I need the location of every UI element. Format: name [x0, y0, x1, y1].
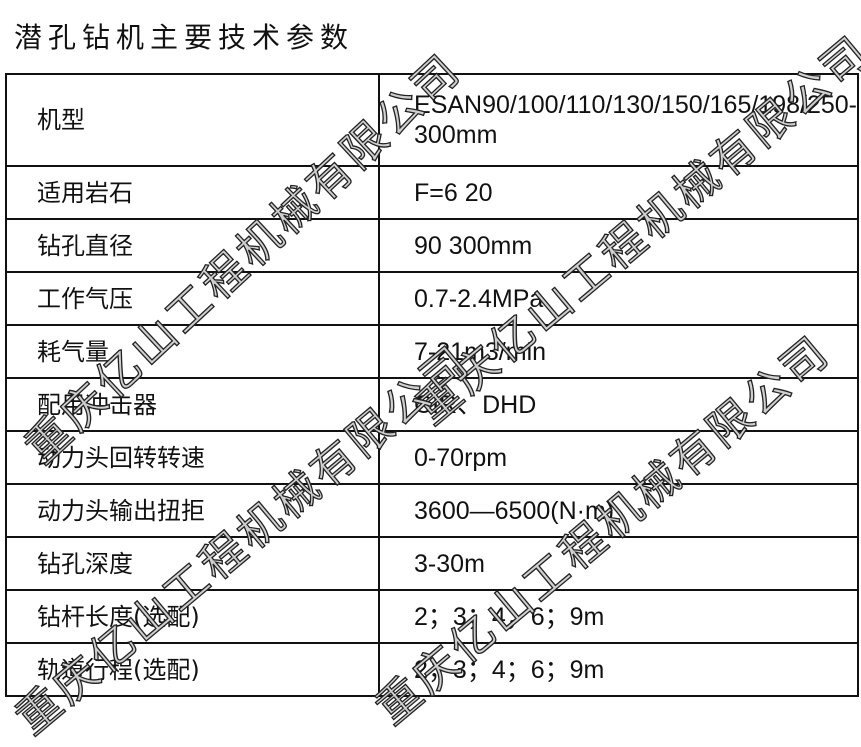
param-value: F=6 20 — [378, 165, 859, 220]
param-value: CIR、DHD — [378, 377, 859, 432]
table-row: 动力头输出扭拒 3600—6500(N·m) — [4, 483, 859, 538]
table-row: 适用岩石 F=6 20 — [4, 165, 859, 220]
param-label: 机型 — [4, 73, 381, 167]
param-label: 适用岩石 — [4, 165, 381, 220]
table-row: 耗气量 7-21m3/min — [4, 324, 859, 379]
param-label: 配用冲击器 — [4, 377, 381, 432]
param-value: 0-70rpm — [378, 430, 859, 485]
param-value: 3-30m — [378, 536, 859, 591]
param-label: 轨道行程(选配) — [4, 642, 381, 697]
param-label: 钻孔深度 — [4, 536, 381, 591]
param-value: 3600—6500(N·m) — [378, 483, 859, 538]
table-row: 钻杆长度(选配) 2；3；4；6；9m — [4, 589, 859, 644]
spec-table: 机型 ESAN90/100/110/130/150/165/198/250-300… — [4, 73, 859, 697]
table-row: 配用冲击器 CIR、DHD — [4, 377, 859, 432]
param-value: 7-21m3/min — [378, 324, 859, 379]
table-row: 机型 ESAN90/100/110/130/150/165/198/250-300… — [4, 73, 859, 167]
param-value: 2；3；4；6；9m — [378, 642, 859, 697]
table-row: 钻孔深度 3-30m — [4, 536, 859, 591]
page-title: 潜孔钻机主要技术参数 — [14, 21, 355, 54]
param-label: 耗气量 — [4, 324, 381, 379]
param-value: 2；3；4；6；9m — [378, 589, 859, 644]
param-value: 0.7-2.4MPa — [378, 271, 859, 326]
table-row: 钻孔直径 90 300mm — [4, 218, 859, 273]
table-row: 工作气压 0.7-2.4MPa — [4, 271, 859, 326]
param-label: 工作气压 — [4, 271, 381, 326]
param-label: 动力头回转转速 — [4, 430, 381, 485]
table-row: 动力头回转转速 0-70rpm — [4, 430, 859, 485]
param-label: 动力头输出扭拒 — [4, 483, 381, 538]
param-label: 钻杆长度(选配) — [4, 589, 381, 644]
param-value: ESAN90/100/110/130/150/165/198/250-300mm — [378, 73, 859, 167]
table-row: 轨道行程(选配) 2；3；4；6；9m — [4, 642, 859, 697]
param-value: 90 300mm — [378, 218, 859, 273]
param-label: 钻孔直径 — [4, 218, 381, 273]
